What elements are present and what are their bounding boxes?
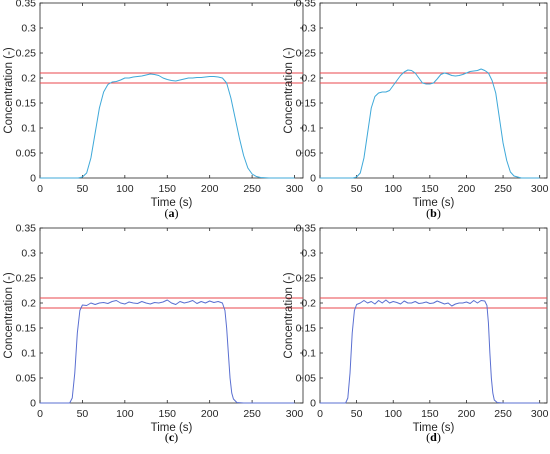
chart-panel-3: 0 50 100 150 200 250 300 0 0.05 0.1 0.15 0.2 0.25 0.3… xyxy=(3,223,303,445)
x-tick-label: 300 xyxy=(286,408,304,420)
x-tick-label: 200 xyxy=(201,408,219,420)
y-tick-label: 0.05 xyxy=(296,148,317,160)
y-tick-label: 0.25 xyxy=(16,48,37,60)
x-tick-label: 100 xyxy=(116,408,134,420)
y-tick-label: 0.1 xyxy=(301,123,316,135)
series-line xyxy=(40,299,295,404)
y-tick-label: 0.2 xyxy=(21,298,36,310)
axes-box xyxy=(39,227,304,404)
x-axis-title: Time (s) xyxy=(151,197,193,209)
x-tick-label: 150 xyxy=(421,408,439,420)
chart-panel-2: 0 50 100 150 200 250 300 0 0.05 0.1 0.15 0.2 0.25 0.3… xyxy=(283,0,549,220)
x-tick-label: 0 xyxy=(37,408,43,420)
y-tick-label: 0.1 xyxy=(21,348,36,360)
x-tick-label: 300 xyxy=(531,408,549,420)
y-tick-label: 0.35 xyxy=(16,0,37,10)
y-tick-label: 0.3 xyxy=(21,248,36,260)
x-tick-label: 0 xyxy=(317,183,323,195)
series-line xyxy=(320,299,540,404)
y-tick-label: 0 xyxy=(310,173,316,185)
y-tick-label: 0.25 xyxy=(296,48,317,60)
x-tick-label: 150 xyxy=(158,408,176,420)
x-tick-label: 250 xyxy=(243,183,261,195)
x-axis-title: Time (s) xyxy=(413,197,455,209)
y-tick-label: 0.05 xyxy=(16,373,37,385)
y-tick-label: 0.15 xyxy=(16,98,37,110)
x-tick-label: 100 xyxy=(116,183,134,195)
x-axis-title: Time (s) xyxy=(413,422,455,434)
y-tick-label: 0.15 xyxy=(296,98,317,110)
series-line xyxy=(320,68,540,179)
y-tick-label: 0.3 xyxy=(301,248,316,260)
x-tick-label: 50 xyxy=(351,408,363,420)
panel-label: (c) xyxy=(165,430,178,444)
panel-label: (a) xyxy=(165,206,179,220)
x-tick-label: 250 xyxy=(494,408,512,420)
x-tick-label: 50 xyxy=(351,183,363,195)
axes-box xyxy=(319,2,548,179)
y-tick-label: 0.2 xyxy=(301,73,316,85)
x-tick-label: 200 xyxy=(458,408,476,420)
series-line xyxy=(40,73,295,179)
y-tick-label: 0.2 xyxy=(21,73,36,85)
x-tick-label: 0 xyxy=(37,183,43,195)
chart-panel-4: 0 50 100 150 200 250 300 0 0.05 0.1 0.15 0.2 0.25 0.3… xyxy=(283,223,549,445)
chart-panel-1: 0 50 100 150 200 250 300 0 0.05 0.1 0.15 0.2 0.25 0.3… xyxy=(3,0,303,220)
y-axis-title: Concentration (-) xyxy=(3,47,15,133)
x-tick-label: 50 xyxy=(77,183,89,195)
y-tick-label: 0.1 xyxy=(21,123,36,135)
x-tick-label: 150 xyxy=(158,183,176,195)
y-tick-label: 0 xyxy=(30,173,36,185)
x-tick-label: 250 xyxy=(494,183,512,195)
y-tick-label: 0.05 xyxy=(296,373,317,385)
panel-label: (b) xyxy=(426,206,441,220)
y-tick-label: 0.35 xyxy=(296,0,317,10)
x-axis-title: Time (s) xyxy=(151,422,193,434)
y-tick-label: 0.35 xyxy=(16,223,37,235)
y-axis-title: Concentration (-) xyxy=(3,272,15,358)
y-tick-label: 0.3 xyxy=(21,23,36,35)
x-tick-label: 300 xyxy=(286,183,304,195)
panel-label: (d) xyxy=(426,430,441,444)
x-tick-label: 100 xyxy=(384,408,402,420)
x-tick-label: 250 xyxy=(243,408,261,420)
axes-box xyxy=(39,2,304,179)
x-tick-label: 100 xyxy=(384,183,402,195)
y-tick-label: 0.05 xyxy=(16,148,37,160)
y-tick-label: 0.35 xyxy=(296,223,317,235)
y-tick-label: 0.1 xyxy=(301,348,316,360)
y-tick-label: 0.25 xyxy=(16,273,37,285)
x-tick-label: 150 xyxy=(421,183,439,195)
x-tick-label: 300 xyxy=(531,183,549,195)
y-tick-label: 0.25 xyxy=(296,273,317,285)
x-tick-label: 200 xyxy=(201,183,219,195)
y-tick-label: 0.15 xyxy=(296,323,317,335)
y-tick-label: 0.3 xyxy=(301,23,316,35)
axes-box xyxy=(319,227,548,404)
y-tick-label: 0.15 xyxy=(16,323,37,335)
y-tick-label: 0.2 xyxy=(301,298,316,310)
y-axis-title: Concentration (-) xyxy=(283,47,295,133)
x-tick-label: 50 xyxy=(77,408,89,420)
x-tick-label: 0 xyxy=(317,408,323,420)
y-tick-label: 0 xyxy=(30,398,36,410)
x-tick-label: 200 xyxy=(458,183,476,195)
y-axis-title: Concentration (-) xyxy=(283,272,295,358)
y-tick-label: 0 xyxy=(310,398,316,410)
